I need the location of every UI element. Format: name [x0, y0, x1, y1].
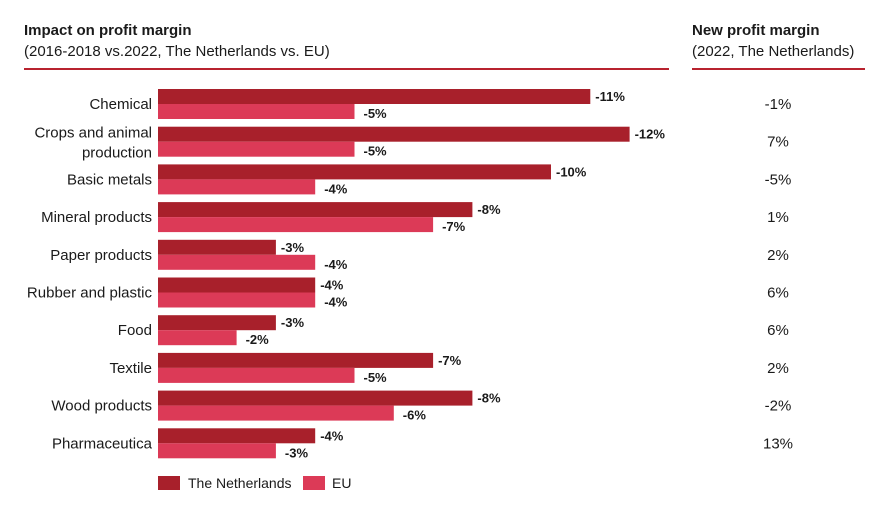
bar-eu: [158, 254, 316, 270]
data-label-eu: -6%: [403, 408, 427, 423]
data-label-netherlands: -8%: [477, 202, 501, 217]
data-label-netherlands: -4%: [320, 428, 344, 443]
data-label-netherlands: -12%: [635, 127, 666, 142]
category-label: production: [82, 145, 152, 162]
data-label-eu: -2%: [246, 332, 270, 347]
category-label: Mineral products: [41, 209, 152, 226]
category-label: Rubber and plastic: [27, 285, 153, 302]
bar-netherlands: [158, 352, 434, 368]
category-label: Pharmaceutica: [52, 435, 153, 452]
data-label-eu: -4%: [324, 295, 348, 310]
new-profit-margin-value: 2%: [767, 360, 789, 377]
data-label-netherlands: -8%: [477, 391, 501, 406]
legend-swatch-netherlands: [158, 476, 180, 490]
data-label-netherlands: -4%: [320, 278, 344, 293]
bar-eu: [158, 217, 434, 233]
data-label-eu: -4%: [324, 181, 348, 196]
bar-eu: [158, 292, 316, 308]
data-label-eu: -7%: [442, 219, 466, 234]
left-header-rule: [24, 68, 669, 70]
legend-label-eu: EU: [332, 475, 351, 491]
new-profit-margin-value: 2%: [767, 247, 789, 264]
category-label: Crops and animal: [34, 125, 152, 142]
new-profit-margin-value: 6%: [767, 285, 789, 302]
bar-netherlands: [158, 239, 276, 255]
bar-netherlands: [158, 315, 276, 331]
new-profit-margin-value: -1%: [765, 96, 792, 113]
left-title: Impact on profit margin: [24, 22, 192, 39]
new-profit-margin-value: 13%: [763, 435, 793, 452]
category-label: Paper products: [50, 247, 152, 264]
category-label: Wood products: [51, 398, 152, 415]
data-label-eu: -5%: [364, 370, 388, 385]
category-label: Chemical: [89, 96, 152, 113]
category-label: Food: [118, 322, 152, 339]
data-label-netherlands: -3%: [281, 240, 305, 255]
new-profit-margin-value: -2%: [765, 398, 792, 415]
bar-eu: [158, 141, 355, 157]
bar-eu: [158, 179, 316, 195]
data-label-eu: -5%: [364, 144, 388, 159]
right-header-rule: [692, 68, 865, 70]
bar-eu: [158, 330, 237, 346]
bar-eu: [158, 367, 355, 383]
bar-netherlands: [158, 277, 316, 293]
bar-netherlands: [158, 390, 473, 406]
data-label-eu: -4%: [324, 257, 348, 272]
legend-swatch-eu: [303, 476, 325, 490]
category-label: Basic metals: [67, 171, 152, 188]
right-subtitle: (2022, The Netherlands): [692, 43, 855, 60]
bar-eu: [158, 443, 276, 459]
data-label-netherlands: -10%: [556, 164, 587, 179]
bar-netherlands: [158, 164, 551, 180]
new-profit-margin-value: -5%: [765, 171, 792, 188]
legend-label-netherlands: The Netherlands: [188, 475, 292, 491]
bar-netherlands: [158, 126, 630, 142]
bar-netherlands: [158, 89, 591, 104]
data-label-netherlands: -3%: [281, 315, 305, 330]
data-label-netherlands: -7%: [438, 353, 462, 368]
new-profit-margin-value: 6%: [767, 322, 789, 339]
new-profit-margin-value: 1%: [767, 209, 789, 226]
bar-netherlands: [158, 202, 473, 218]
left-subtitle: (2016-2018 vs.2022, The Netherlands vs. …: [24, 43, 330, 60]
right-title: New profit margin: [692, 22, 820, 39]
bar-eu: [158, 405, 394, 421]
bar-eu: [158, 104, 355, 119]
bar-netherlands: [158, 428, 316, 444]
data-label-netherlands: -11%: [595, 89, 625, 104]
category-label: Textile: [109, 360, 152, 377]
data-label-eu: -5%: [364, 106, 388, 121]
new-profit-margin-value: 7%: [767, 134, 789, 151]
data-label-eu: -3%: [285, 445, 309, 460]
